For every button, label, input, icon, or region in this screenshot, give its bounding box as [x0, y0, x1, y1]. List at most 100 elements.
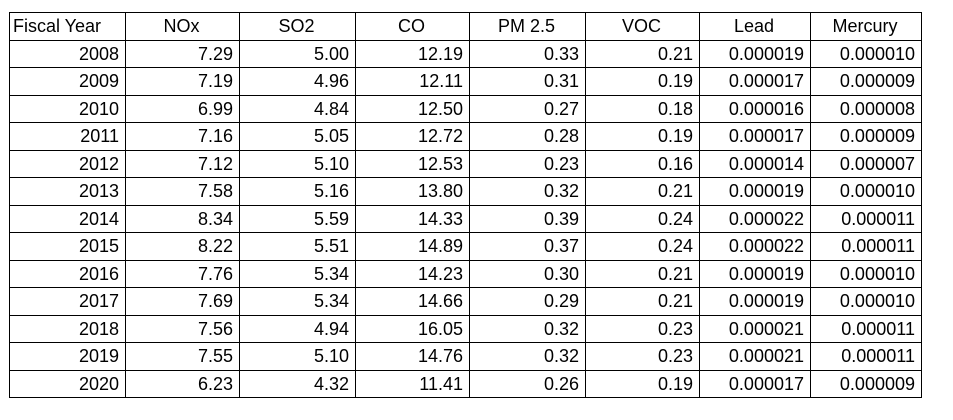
cell-so2: 5.10 — [239, 342, 356, 371]
cell-lead: 0.000021 — [699, 314, 811, 343]
header-co: CO — [355, 12, 470, 41]
cell-fiscal-year: 2011 — [9, 122, 126, 151]
cell-lead: 0.000022 — [699, 232, 811, 261]
cell-mercury: 0.000009 — [810, 369, 922, 398]
cell-pm25: 0.37 — [469, 232, 586, 261]
cell-lead: 0.000016 — [699, 94, 811, 123]
cell-fiscal-year: 2012 — [9, 149, 126, 178]
cell-mercury: 0.000010 — [810, 177, 922, 206]
cell-pm25: 0.31 — [469, 67, 586, 96]
cell-pm25: 0.27 — [469, 94, 586, 123]
cell-lead: 0.000017 — [699, 67, 811, 96]
cell-co: 16.05 — [355, 314, 470, 343]
cell-mercury: 0.000011 — [810, 232, 922, 261]
cell-mercury: 0.000007 — [810, 149, 922, 178]
cell-nox: 7.55 — [125, 342, 240, 371]
cell-pm25: 0.30 — [469, 259, 586, 288]
cell-fiscal-year: 2017 — [9, 287, 126, 316]
cell-nox: 6.99 — [125, 94, 240, 123]
cell-fiscal-year: 2020 — [9, 369, 126, 398]
table-header: Fiscal Year NOx SO2 CO PM 2.5 VOC Lead M… — [9, 12, 922, 41]
table-row: 2011 7.16 5.05 12.72 0.28 0.19 0.000017 0.00000… — [9, 122, 922, 151]
cell-lead: 0.000021 — [699, 342, 811, 371]
cell-co: 14.66 — [355, 287, 470, 316]
cell-so2: 5.05 — [239, 122, 356, 151]
cell-fiscal-year: 2014 — [9, 204, 126, 233]
cell-so2: 5.34 — [239, 287, 356, 316]
cell-mercury: 0.000009 — [810, 122, 922, 151]
cell-so2: 5.59 — [239, 204, 356, 233]
table-row: 2013 7.58 5.16 13.80 0.32 0.21 0.000019 0.00001… — [9, 177, 922, 206]
cell-nox: 8.22 — [125, 232, 240, 261]
cell-nox: 7.12 — [125, 149, 240, 178]
cell-pm25: 0.39 — [469, 204, 586, 233]
cell-mercury: 0.000011 — [810, 314, 922, 343]
cell-pm25: 0.32 — [469, 177, 586, 206]
cell-co: 12.53 — [355, 149, 470, 178]
cell-fiscal-year: 2019 — [9, 342, 126, 371]
cell-voc: 0.21 — [585, 39, 700, 68]
cell-lead: 0.000019 — [699, 287, 811, 316]
cell-mercury: 0.000011 — [810, 204, 922, 233]
cell-so2: 4.94 — [239, 314, 356, 343]
cell-so2: 4.84 — [239, 94, 356, 123]
cell-co: 12.11 — [355, 67, 470, 96]
cell-pm25: 0.32 — [469, 342, 586, 371]
table-row: 2008 7.29 5.00 12.19 0.33 0.21 0.000019 0.00001… — [9, 39, 922, 68]
cell-so2: 5.34 — [239, 259, 356, 288]
cell-voc: 0.21 — [585, 287, 700, 316]
cell-voc: 0.19 — [585, 369, 700, 398]
cell-pm25: 0.33 — [469, 39, 586, 68]
table-row: 2019 7.55 5.10 14.76 0.32 0.23 0.000021 0.00001… — [9, 342, 922, 371]
cell-nox: 7.58 — [125, 177, 240, 206]
cell-voc: 0.23 — [585, 314, 700, 343]
cell-fiscal-year: 2013 — [9, 177, 126, 206]
cell-co: 14.89 — [355, 232, 470, 261]
cell-mercury: 0.000011 — [810, 342, 922, 371]
header-lead: Lead — [699, 12, 811, 41]
emissions-table: Fiscal Year NOx SO2 CO PM 2.5 VOC Lead M… — [9, 12, 922, 398]
cell-so2: 5.10 — [239, 149, 356, 178]
cell-voc: 0.21 — [585, 259, 700, 288]
table-row: 2015 8.22 5.51 14.89 0.37 0.24 0.000022 0.00001… — [9, 232, 922, 261]
cell-mercury: 0.000010 — [810, 287, 922, 316]
cell-pm25: 0.32 — [469, 314, 586, 343]
table-row: 2014 8.34 5.59 14.33 0.39 0.24 0.000022 0.00001… — [9, 204, 922, 233]
cell-voc: 0.16 — [585, 149, 700, 178]
cell-nox: 8.34 — [125, 204, 240, 233]
cell-pm25: 0.28 — [469, 122, 586, 151]
cell-co: 13.80 — [355, 177, 470, 206]
cell-voc: 0.18 — [585, 94, 700, 123]
cell-lead: 0.000017 — [699, 122, 811, 151]
emissions-table-container: Fiscal Year NOx SO2 CO PM 2.5 VOC Lead M… — [9, 12, 922, 398]
cell-so2: 5.00 — [239, 39, 356, 68]
cell-nox: 7.56 — [125, 314, 240, 343]
table-row: 2018 7.56 4.94 16.05 0.32 0.23 0.000021 0.00001… — [9, 314, 922, 343]
cell-voc: 0.19 — [585, 122, 700, 151]
cell-fiscal-year: 2008 — [9, 39, 126, 68]
cell-nox: 7.19 — [125, 67, 240, 96]
cell-pm25: 0.26 — [469, 369, 586, 398]
cell-nox: 7.69 — [125, 287, 240, 316]
cell-voc: 0.24 — [585, 232, 700, 261]
cell-nox: 7.16 — [125, 122, 240, 151]
cell-lead: 0.000019 — [699, 39, 811, 68]
header-fiscal-year: Fiscal Year — [9, 12, 126, 41]
cell-mercury: 0.000008 — [810, 94, 922, 123]
cell-lead: 0.000019 — [699, 177, 811, 206]
cell-fiscal-year: 2015 — [9, 232, 126, 261]
header-mercury: Mercury — [810, 12, 922, 41]
table-row: 2010 6.99 4.84 12.50 0.27 0.18 0.000016 0.00000… — [9, 94, 922, 123]
cell-fiscal-year: 2010 — [9, 94, 126, 123]
cell-fiscal-year: 2009 — [9, 67, 126, 96]
cell-voc: 0.19 — [585, 67, 700, 96]
cell-lead: 0.000014 — [699, 149, 811, 178]
cell-nox: 7.29 — [125, 39, 240, 68]
cell-voc: 0.24 — [585, 204, 700, 233]
cell-lead: 0.000019 — [699, 259, 811, 288]
cell-nox: 6.23 — [125, 369, 240, 398]
cell-co: 11.41 — [355, 369, 470, 398]
cell-co: 12.72 — [355, 122, 470, 151]
cell-mercury: 0.000009 — [810, 67, 922, 96]
cell-voc: 0.21 — [585, 177, 700, 206]
